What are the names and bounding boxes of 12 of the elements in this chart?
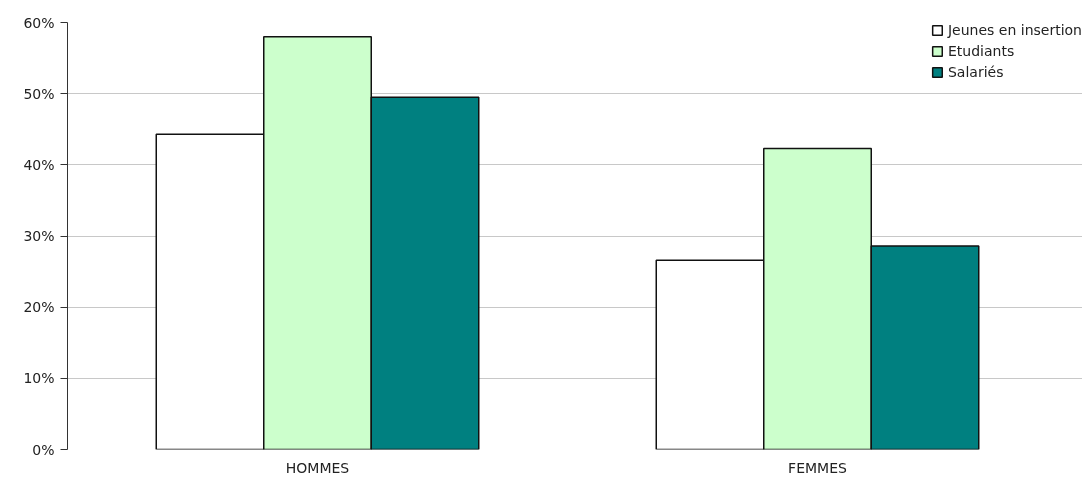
y-tick-label: 50%: [23, 85, 55, 102]
y-tick-label: 10%: [23, 370, 55, 387]
y-tick-label: 40%: [23, 156, 55, 173]
y-tick-label: 0%: [32, 441, 55, 458]
legend-label: Jeunes en insertion: [947, 22, 1082, 38]
y-tick-label: 30%: [23, 228, 55, 244]
x-tick-label: HOMMES: [285, 459, 350, 476]
y-tick-label: 20%: [23, 299, 55, 316]
y-tick-label: 60%: [23, 14, 55, 31]
legend-label: Etudiants: [947, 43, 1015, 59]
legend-label: Salariés: [947, 64, 1004, 80]
x-tick-label: FEMMES: [788, 459, 848, 476]
